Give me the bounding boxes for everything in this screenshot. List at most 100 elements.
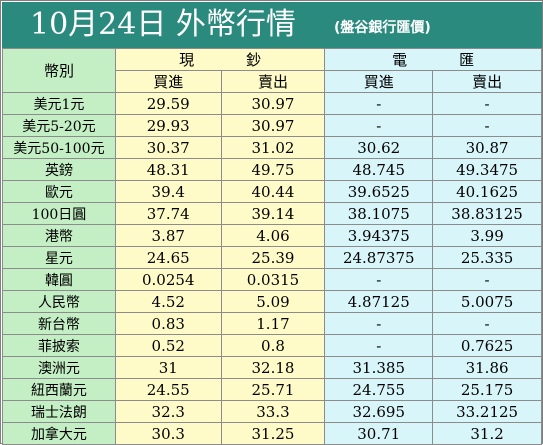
cash-sell-cell: 30.97 [220, 92, 326, 115]
tt-sell-cell: - [432, 92, 542, 115]
cash-buy-cell: 37.74 [114, 202, 222, 225]
cash-sell-header: 賣出 [220, 70, 326, 93]
currency-cell: 人民幣 [2, 290, 116, 313]
table-row: 加拿大元 30.3 31.25 30.71 31.2 [2, 422, 542, 445]
table-row: 港幣 3.87 4.06 3.94375 3.99 [2, 224, 542, 247]
tt-buy-cell: - [324, 334, 434, 357]
tt-sell-cell: 5.0075 [432, 290, 542, 313]
title-bar: 10月24日 外幣行情 (盤谷銀行匯價) [2, 2, 542, 48]
cash-sell-cell: 31.25 [220, 422, 326, 445]
cash-buy-header: 買進 [114, 70, 222, 93]
header-row-sub: 買進 賣出 買進 賣出 [3, 70, 542, 93]
exchange-rate-table: 幣別 現鈔 電匯 買進 賣出 買進 賣出 美元1元 29.59 30.97- - 美元5… [2, 48, 542, 445]
tt-sell-cell: 40.1625 [432, 180, 542, 203]
tt-buy-cell: 30.62 [324, 136, 434, 159]
currency-cell: 美元50-100元 [2, 136, 116, 159]
telegraphic-transfer-group-header: 電匯 [324, 48, 542, 71]
tt-sell-cell: 3.99 [432, 224, 542, 247]
cash-sell-cell: 32.18 [220, 356, 326, 379]
table-row: 歐元 39.4 40.44 39.6525 40.1625 [2, 180, 542, 203]
tt-sell-cell: 38.83125 [432, 202, 542, 225]
currency-cell: 韓圓 [2, 268, 116, 291]
tt-buy-cell: - [324, 312, 434, 335]
tt-sell-cell: 25.175 [432, 378, 542, 401]
currency-cell: 英鎊 [2, 158, 116, 181]
cash-sell-cell: 49.75 [220, 158, 326, 181]
cash-sell-cell: 4.06 [220, 224, 326, 247]
cash-sell-cell: 33.3 [220, 400, 326, 423]
cash-buy-cell: 29.93 [114, 114, 222, 137]
table-row: 美元5-20元 29.93 30.97- - [2, 114, 542, 137]
tt-sell-cell: - [432, 312, 542, 335]
currency-column-header: 幣別 [2, 48, 116, 93]
tt-buy-cell: 3.94375 [324, 224, 434, 247]
cash-sell-cell: 5.09 [220, 290, 326, 313]
cash-group-label: 現鈔 [179, 51, 314, 69]
cash-buy-cell: 0.0254 [114, 268, 222, 291]
cash-sell-cell: 1.17 [220, 312, 326, 335]
currency-cell: 瑞士法朗 [2, 400, 116, 423]
cash-sell-cell: 40.44 [220, 180, 326, 203]
tt-buy-cell: 24.87375 [324, 246, 434, 269]
cash-sell-cell: 30.97 [220, 114, 326, 137]
tt-sell-header: 賣出 [432, 70, 542, 93]
table-row: 菲披索 0.52 0.8-0.7625 [2, 334, 542, 357]
table-row: 新台幣 0.83 1.17- - [2, 312, 542, 335]
table-row: 澳洲元 31 32.18 31.385 31.86 [2, 356, 542, 379]
cash-buy-cell: 32.3 [114, 400, 222, 423]
tt-buy-cell: - [324, 92, 434, 115]
cash-sell-cell: 39.14 [220, 202, 326, 225]
tt-sell-cell: - [432, 114, 542, 137]
cash-sell-cell: 0.0315 [220, 268, 326, 291]
currency-cell: 港幣 [2, 224, 116, 247]
cash-buy-cell: 48.31 [114, 158, 222, 181]
currency-cell: 歐元 [2, 180, 116, 203]
cash-buy-cell: 30.3 [114, 422, 222, 445]
table-row: 韓圓 0.0254 0.0315- - [2, 268, 542, 291]
tt-buy-cell: - [324, 268, 434, 291]
table-row: 美元1元 29.59 30.97- - [2, 92, 542, 115]
currency-cell: 菲披索 [2, 334, 116, 357]
tt-buy-cell: 48.745 [324, 158, 434, 181]
tt-buy-cell: 32.695 [324, 400, 434, 423]
cash-buy-cell: 30.37 [114, 136, 222, 159]
cash-sell-cell: 31.02 [220, 136, 326, 159]
tt-buy-cell: - [324, 114, 434, 137]
currency-cell: 100日圓 [2, 202, 116, 225]
cash-sell-cell: 25.71 [220, 378, 326, 401]
table-row: 英鎊 48.31 49.75 48.745 49.3475 [2, 158, 542, 181]
currency-cell: 澳洲元 [2, 356, 116, 379]
table-row: 美元50-100元 30.37 31.02 30.62 30.87 [2, 136, 542, 159]
currency-cell: 加拿大元 [2, 422, 116, 445]
page-title: 10月24日 外幣行情 [30, 7, 296, 42]
tt-sell-cell: 25.335 [432, 246, 542, 269]
tt-group-label: 電匯 [392, 51, 527, 69]
tt-buy-cell: 30.71 [324, 422, 434, 445]
cash-buy-cell: 4.52 [114, 290, 222, 313]
currency-cell: 星元 [2, 246, 116, 269]
cash-group-header: 現鈔 [114, 48, 326, 71]
tt-buy-cell: 4.87125 [324, 290, 434, 313]
tt-sell-cell: 0.7625 [432, 334, 542, 357]
cash-buy-cell: 24.65 [114, 246, 222, 269]
currency-cell: 紐西蘭元 [2, 378, 116, 401]
tt-buy-cell: 31.385 [324, 356, 434, 379]
cash-sell-cell: 25.39 [220, 246, 326, 269]
currency-cell: 新台幣 [2, 312, 116, 335]
tt-sell-cell: 49.3475 [432, 158, 542, 181]
cash-buy-cell: 29.59 [114, 92, 222, 115]
tt-buy-cell: 24.755 [324, 378, 434, 401]
currency-cell: 美元5-20元 [2, 114, 116, 137]
table-row: 100日圓 37.74 39.14 38.1075 38.83125 [2, 202, 542, 225]
table-row: 星元 24.65 25.39 24.87375 25.335 [2, 246, 542, 269]
cash-sell-cell: 0.8 [220, 334, 326, 357]
currency-cell: 美元1元 [2, 92, 116, 115]
tt-buy-cell: 39.6525 [324, 180, 434, 203]
tt-buy-header: 買進 [324, 70, 434, 93]
tt-sell-cell: 30.87 [432, 136, 542, 159]
cash-buy-cell: 0.52 [114, 334, 222, 357]
cash-buy-cell: 3.87 [114, 224, 222, 247]
bank-source-label: (盤谷銀行匯價) [334, 20, 431, 36]
header-row-group: 幣別 現鈔 電匯 [2, 48, 542, 93]
